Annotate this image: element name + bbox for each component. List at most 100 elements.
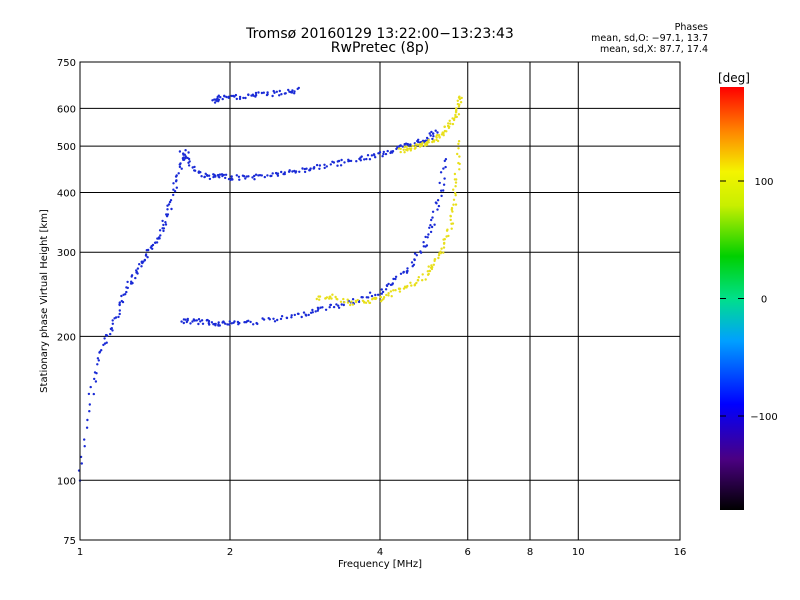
data-point xyxy=(456,99,459,103)
data-point xyxy=(168,200,172,204)
data-point xyxy=(440,247,443,250)
data-point xyxy=(175,179,178,182)
data-point xyxy=(343,301,346,304)
data-point xyxy=(372,153,376,156)
data-point xyxy=(172,188,175,191)
data-point xyxy=(340,303,343,306)
data-point xyxy=(122,293,125,296)
data-point xyxy=(451,222,455,225)
data-point xyxy=(409,281,412,284)
data-point xyxy=(451,122,455,126)
data-point xyxy=(431,137,434,141)
data-point xyxy=(314,310,317,313)
data-point xyxy=(421,139,425,142)
data-point xyxy=(335,303,338,306)
data-point xyxy=(254,173,258,176)
data-point xyxy=(331,160,334,163)
data-point xyxy=(446,228,449,231)
data-point xyxy=(324,308,328,311)
y-tick-label: 300 xyxy=(57,248,76,259)
y-tick-label: 500 xyxy=(57,142,76,153)
data-point xyxy=(126,280,129,284)
data-point xyxy=(442,134,445,137)
data-point xyxy=(293,169,296,173)
data-point xyxy=(442,131,445,135)
data-point xyxy=(427,233,430,236)
data-point xyxy=(222,321,225,324)
data-point xyxy=(219,96,222,99)
data-point xyxy=(403,145,406,149)
data-point xyxy=(454,111,458,114)
data-point xyxy=(130,280,133,283)
data-point xyxy=(278,94,281,97)
data-point xyxy=(118,303,121,306)
x-tick-label: 1 xyxy=(77,547,83,558)
data-point xyxy=(442,251,445,254)
data-point xyxy=(217,175,220,178)
data-points xyxy=(77,86,463,482)
data-point xyxy=(275,90,278,94)
data-point xyxy=(120,294,123,298)
data-point xyxy=(318,164,322,167)
phases-title: Phases xyxy=(674,22,708,33)
data-point xyxy=(365,296,368,299)
data-point xyxy=(135,271,138,274)
data-point xyxy=(272,317,275,320)
data-point xyxy=(458,95,461,98)
data-point xyxy=(425,244,429,247)
data-point xyxy=(457,142,460,146)
data-point xyxy=(252,323,255,326)
data-point xyxy=(302,311,306,314)
y-tick-label: 100 xyxy=(57,476,76,487)
data-point xyxy=(457,113,461,116)
data-point xyxy=(235,174,238,177)
data-point xyxy=(162,227,166,230)
data-point xyxy=(191,320,194,323)
data-point xyxy=(184,155,187,158)
phases-o-stats: mean, sd,O: −97.1, 13.7 xyxy=(591,33,708,44)
data-point xyxy=(309,311,313,314)
data-point xyxy=(195,319,198,322)
data-point xyxy=(86,418,89,422)
data-point xyxy=(405,145,408,148)
data-point xyxy=(280,93,283,96)
data-point xyxy=(208,323,211,326)
data-point xyxy=(363,158,366,161)
data-point xyxy=(425,140,429,144)
data-point xyxy=(146,256,149,259)
data-point xyxy=(88,410,91,413)
data-point xyxy=(417,276,420,279)
data-point xyxy=(442,189,445,192)
data-point xyxy=(232,94,235,98)
data-point xyxy=(258,174,262,177)
data-point xyxy=(336,160,339,163)
data-point xyxy=(437,254,441,257)
data-point xyxy=(125,290,128,294)
data-point xyxy=(183,153,186,156)
data-point xyxy=(103,337,106,340)
data-point xyxy=(221,174,224,178)
data-point xyxy=(224,176,227,180)
data-point xyxy=(413,147,416,150)
data-point xyxy=(298,170,301,173)
data-point xyxy=(444,165,447,169)
data-point xyxy=(159,234,162,237)
data-point xyxy=(436,208,439,211)
data-point xyxy=(285,316,288,319)
data-point xyxy=(389,290,393,293)
data-point xyxy=(424,235,427,239)
data-point xyxy=(263,175,266,179)
y-tick-label: 400 xyxy=(57,188,76,199)
data-point xyxy=(316,309,319,312)
data-point xyxy=(434,201,438,204)
data-point xyxy=(293,90,296,93)
data-point xyxy=(217,323,220,326)
data-point xyxy=(293,92,296,95)
data-point xyxy=(451,117,454,120)
data-point xyxy=(443,238,446,241)
data-point xyxy=(416,278,420,282)
data-point xyxy=(366,299,370,303)
data-point xyxy=(311,308,314,312)
data-point xyxy=(434,129,437,132)
data-point xyxy=(206,174,209,177)
